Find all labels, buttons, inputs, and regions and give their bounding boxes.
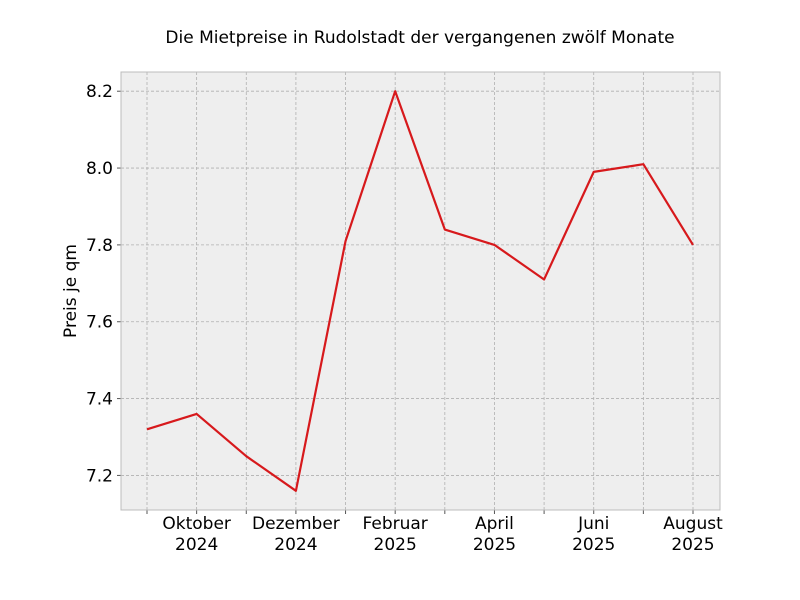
- series-line: [146, 90, 694, 492]
- series-layer: [146, 90, 694, 492]
- grid: [121, 72, 720, 510]
- y-tick-label: 8.0: [86, 159, 113, 179]
- plot-frame: [120, 71, 721, 511]
- chart-title: Die Mietpreise in Rudolstadt der vergang…: [165, 28, 674, 48]
- x-tick-label: Juni 2025: [572, 514, 615, 555]
- x-tick-label: Oktober 2024: [162, 514, 231, 555]
- y-tick-label: 7.8: [86, 236, 113, 256]
- x-tick-label: Dezember 2024: [252, 514, 340, 555]
- y-tick-label: 8.2: [86, 82, 113, 102]
- y-tick-label: 7.2: [86, 466, 113, 486]
- y-tick-label: 7.4: [86, 390, 113, 410]
- x-tick-label: Februar 2025: [363, 514, 428, 555]
- plot-area: [121, 72, 720, 510]
- axis-ticks: 7.2 7.4 7.6 7.8 8.0 8.2 Oktober 2024 Dezember 202…: [86, 82, 723, 555]
- x-tick-label: April 2025: [473, 514, 516, 555]
- y-tick-label: 7.6: [86, 313, 113, 333]
- x-tick-label: August 2025: [663, 514, 723, 555]
- y-axis-label: Preis je qm: [61, 244, 81, 338]
